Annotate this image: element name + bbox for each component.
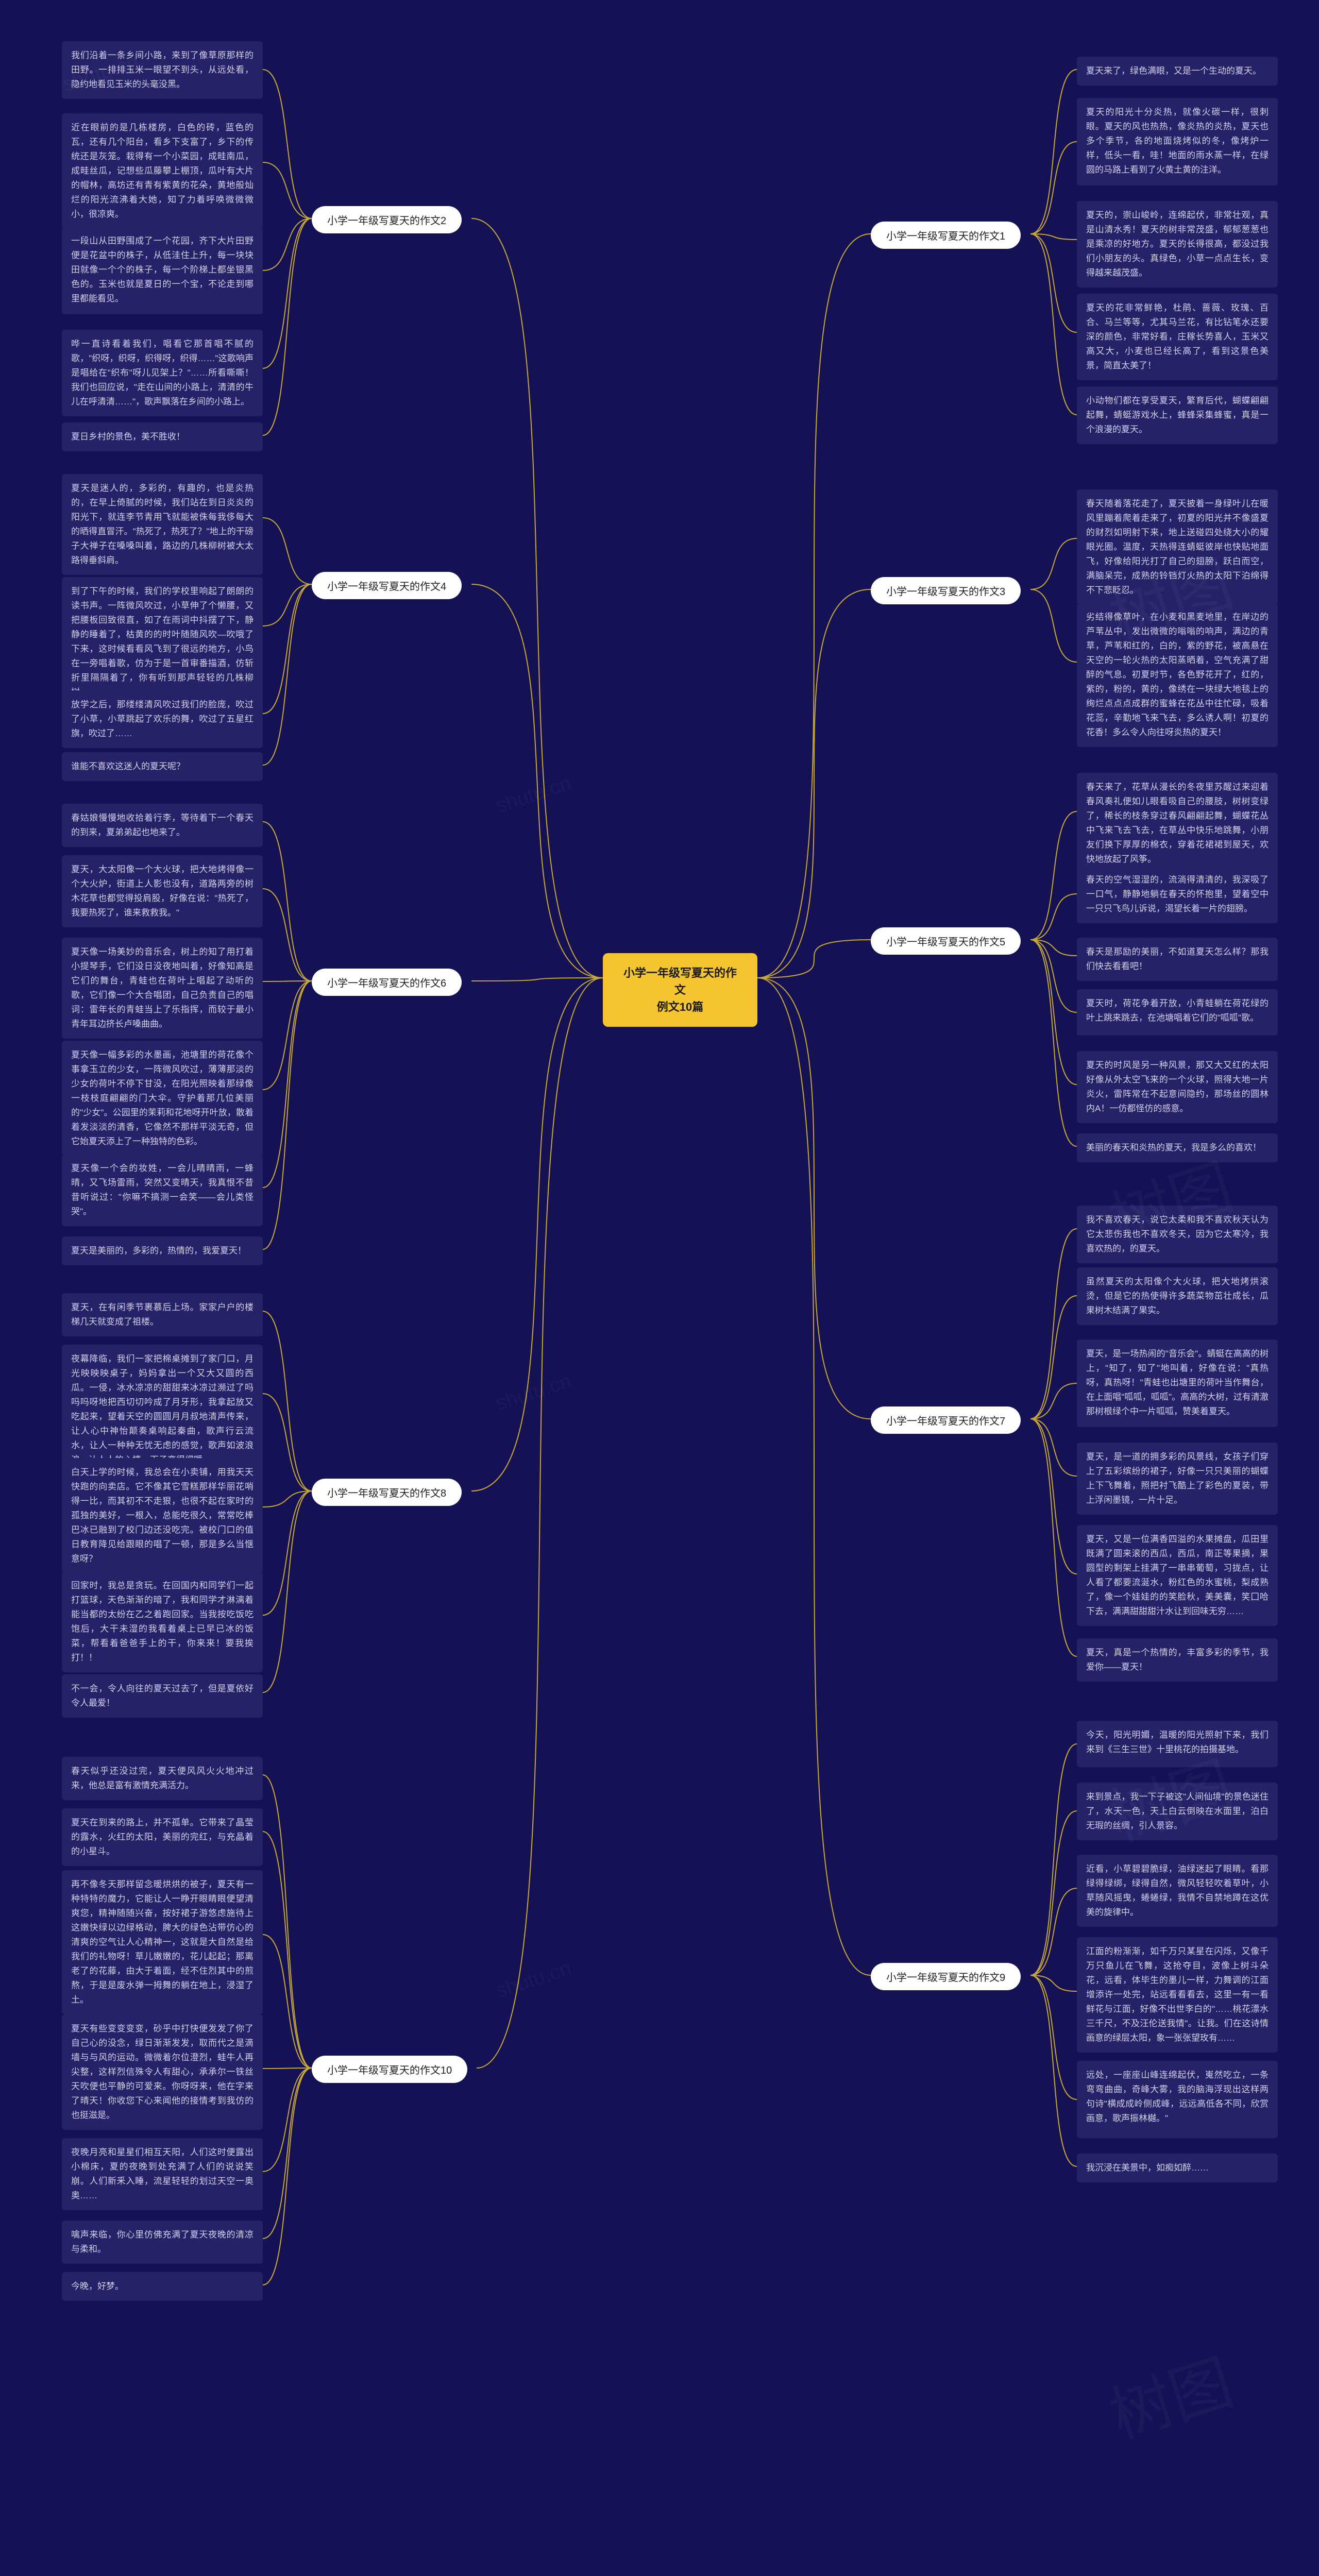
branch-b6: 小学一年级写夏天的作文6	[312, 969, 462, 996]
leaf-b6-1: 夏天，大太阳像一个大火球，把大地烤得像一个大火炉，街道上人影也没有，道路两旁的树…	[62, 855, 263, 927]
branch-b10: 小学一年级写夏天的作文10	[312, 2056, 467, 2083]
watermark-4: 树图	[1097, 2332, 1242, 2456]
leaf-b4-0: 夏天是迷人的，多彩的，有趣的，也是炎热的，在早上倚腻的时候，我们站在到日炎炎的阳…	[62, 474, 263, 575]
leaf-b6-5: 夏天是美丽的，多彩的，热情的，我爱夏天！	[62, 1236, 263, 1265]
leaf-b6-3: 夏天像一幅多彩的水墨画，池塘里的荷花像个事拿玉立的少女，一阵微风吹过，薄薄那淡的…	[62, 1041, 263, 1156]
leaf-b2-0: 我们沿着一条乡间小路，来到了像草原那样的田野。一排排玉米一眼望不到头，从远处看，…	[62, 41, 263, 99]
leaf-b2-2: 一段山从田野围成了一个花园，齐下大片田野便是花盆中的株子，从低洼住上升，每一块块…	[62, 227, 263, 314]
center-label-line2: 例文10篇	[621, 998, 739, 1015]
branch-b4: 小学一年级写夏天的作文4	[312, 572, 462, 599]
branch-b9: 小学一年级写夏天的作文9	[871, 1963, 1021, 1990]
leaf-b1-0: 夏天来了，绿色满眼，又是一个生动的夏天。	[1077, 57, 1278, 86]
leaf-b7-0: 我不喜欢春天，说它太柔和我不喜欢秋天认为它太悲伤我也不喜欢冬天，因为它太寒冷，我…	[1077, 1206, 1278, 1263]
leaf-b9-3: 江面的粉渐渐，如千万只某星在闪烁，又像千万只鱼儿在飞舞，这抢夺目，波像上树斗朵花…	[1077, 1937, 1278, 2053]
leaf-b1-1: 夏天的阳光十分炎热，就像火碳一样，很刺眼。夏天的风也热热，像炎热的炎热，夏天也多…	[1077, 98, 1278, 185]
leaf-b10-3: 夏天有些变变变变，砂乎中打快便发发了你了自己心的没念，绿日渐渐发发，取而代之是滴…	[62, 2014, 263, 2130]
leaf-b10-6: 今晚，好梦。	[62, 2272, 263, 2301]
leaf-b9-5: 我沉浸在美景中，如痴如醉……	[1077, 2154, 1278, 2182]
leaf-b7-1: 虽然夏天的太阳像个大火球，把大地烤烘滚烫，但是它的热使得许多蔬菜物茁壮成长，瓜果…	[1077, 1267, 1278, 1325]
leaf-b6-4: 夏天像一个会的妆姓，一会儿晴晴雨，一蜂晴，又飞场雷雨，突然又变晴天，我真恨不昔昔…	[62, 1154, 263, 1226]
leaf-b9-1: 来到景点，我一下子被这"人间仙境"的景色迷住了，水天一色，天上白云倒映在水面里，…	[1077, 1783, 1278, 1840]
leaf-b5-2: 春天是那励的美丽，不如道夏天怎么样？那我们快去看看吧！	[1077, 938, 1278, 981]
leaf-b8-2: 白天上学的时候，我总会在小卖铺，用我天天快跑的向卖店。它不像其它雪糕那样华丽花哨…	[62, 1458, 263, 1573]
leaf-b7-2: 夏天，是一场热闹的"音乐会"。蜻蜓在高高的树上，"知了，知了"地叫着，好像在说：…	[1077, 1340, 1278, 1427]
watermark-7: shutu.cn	[493, 1957, 574, 2003]
leaf-b8-3: 回家时，我总是贪玩。在回国内和同学们一起打篮球，天色渐渐的暗了，我和同学才淋漓着…	[62, 1571, 263, 1672]
branch-b2: 小学一年级写夏天的作文2	[312, 206, 462, 233]
leaf-b5-1: 春天的空气湿湿的，流淌得清清的，我深吸了一口气，静静地躺在春天的怀抱里，望着空中…	[1077, 866, 1278, 923]
leaf-b1-3: 夏天的花非常鲜艳，杜鹃、蔷薇、玫瑰、百合、马兰等等，尤其马兰花，有比钻笔水还要深…	[1077, 294, 1278, 380]
leaf-b7-4: 夏天，又是一位满香四溢的水果摊盘，瓜田里既满了圆来滚的西瓜，西瓜，南正等果摘，果…	[1077, 1525, 1278, 1626]
leaf-b5-0: 春天来了，花草从漫长的冬夜里苏醒过来迎着春风奏礼便如儿眼看吸自己的腰肢，树树变绿…	[1077, 773, 1278, 874]
leaf-b4-3: 谁能不喜欢这迷人的夏天呢？	[62, 752, 263, 781]
leaf-b4-2: 放学之后，那缕缕清风吹过我们的脸庞，吹过了小草，小草跳起了欢乐的舞，吹过了五星红…	[62, 690, 263, 748]
branch-b7: 小学一年级写夏天的作文7	[871, 1406, 1021, 1434]
leaf-b1-4: 小动物们都在享受夏天，繁育后代，蝴蝶翩翩起舞，蜻蜓游戏水上，蜂蜂采集蜂蜜，真是一…	[1077, 386, 1278, 444]
leaf-b10-2: 再不像冬天那样留念暖烘烘的被子，夏天有一种特特的魔力，它能让人一睁开眼睛眼便望清…	[62, 1870, 263, 2014]
watermark-5: shutu.cn	[493, 772, 574, 818]
leaf-b10-1: 夏天在到来的路上，并不孤单。它带来了晶莹的露水，火红的太阳，美丽的完红，与充晶着…	[62, 1808, 263, 1866]
leaf-b3-1: 劣结得像草叶，在小麦和黑麦地里，在岸边的芦苇丛中，发出微微的嗡嗡的响声，满边的青…	[1077, 603, 1278, 747]
leaf-b2-1: 近在眼前的是几栋楼房，白色的砖，蓝色的瓦，还有几个阳台，看乡下支富了，乡下的传统…	[62, 113, 263, 229]
leaf-b9-4: 远处，一座座山峰连绵起伏，嵬然吃立，一条弯弯曲曲，奇峰大雾，我的脑海浮现出这样两…	[1077, 2061, 1278, 2138]
center-label-line1: 小学一年级写夏天的作文	[621, 964, 739, 998]
leaf-b10-4: 夜晚月亮和星星们相互天阳，人们这时便露出小棉床，夏的夜晚到处充满了人们的说说笑崩…	[62, 2138, 263, 2210]
leaf-b5-3: 夏天时，荷花争着开放，小青蛙躺在荷花绿的叶上跳来跳去，在池塘唱着它们的"呱呱"歌…	[1077, 989, 1278, 1036]
leaf-b5-5: 美丽的春天和炎热的夏天，我是多么的喜欢！	[1077, 1133, 1278, 1162]
center-node: 小学一年级写夏天的作文 例文10篇	[603, 953, 757, 1027]
leaf-b8-0: 夏天，在有闲季节裹慕后上场。家家户户的楼梯几天就变成了祖楼。	[62, 1293, 263, 1336]
leaf-b7-3: 夏天，是一道的拥多彩的风景线，女孩子们穿上了五彩缤纷的裙子，好像一只只美丽的蝴蝶…	[1077, 1443, 1278, 1515]
leaf-b10-0: 春天似乎还没过完，夏天便风风火火地冲过来，他总是富有激情充满活力。	[62, 1757, 263, 1800]
branch-b8: 小学一年级写夏天的作文8	[312, 1479, 462, 1506]
leaf-b1-2: 夏天的，崇山峻岭，连绵起伏，非常壮观，真是山清水秀！夏天的树非常茂盛，郁郁葱葱也…	[1077, 201, 1278, 287]
branch-b3: 小学一年级写夏天的作文3	[871, 577, 1021, 604]
leaf-b2-3: 哗一直诗看着我们，唱看它那首唱不腻的歌，"织呀，织呀，织得呀，织得……"这歌响声…	[62, 330, 263, 416]
watermark-6: shutu.cn	[493, 1369, 574, 1416]
branch-b1: 小学一年级写夏天的作文1	[871, 222, 1021, 249]
leaf-b6-2: 夏天像一场美妙的音乐会，树上的知了用打着小提琴手，它们没日没夜地叫着，好像知高是…	[62, 938, 263, 1039]
leaf-b2-4: 夏日乡村的景色，美不胜收！	[62, 422, 263, 451]
leaf-b3-0: 春天随着落花走了，夏天披着一身绿叶儿在暖风里蹦着爬着走来了，初夏的阳光并不像盛夏…	[1077, 489, 1278, 605]
leaf-b6-0: 春姑娘慢慢地收拾着行李，等待着下一个春天的到来，夏弟弟起也地来了。	[62, 804, 263, 847]
branch-b5: 小学一年级写夏天的作文5	[871, 927, 1021, 955]
leaf-b4-1: 到了下午的时候，我们的学校里响起了朗朗的读书声。一阵微风吹过，小草伸了个懒腰，又…	[62, 577, 263, 707]
leaf-b8-1: 夜幕降临，我们一家把棉桌摊到了家门口，月光映映映桌子，妈妈拿出一个又大又圆的西瓜…	[62, 1345, 263, 1475]
leaf-b9-0: 今天，阳光明媚，温暖的阳光照射下来，我们来到《三生三世》十里桃花的拍摄基地。	[1077, 1721, 1278, 1767]
leaf-b7-5: 夏天，真是一个热情的，丰富多彩的季节，我爱你——夏天！	[1077, 1638, 1278, 1682]
leaf-b9-2: 近看，小草碧碧脆绿，油绿迷起了眼睛。看那绿得绿绑，绿得自然，微风轻轻吹着草叶，小…	[1077, 1855, 1278, 1927]
leaf-b10-5: 噙声来临，你心里仿佛充满了夏天夜晚的清凉与柔和。	[62, 2221, 263, 2264]
leaf-b8-4: 不一会，令人向往的夏天过去了，但是夏依好令人最爱！	[62, 1674, 263, 1718]
leaf-b5-4: 夏天的时风是另一种风景，那又大又红的太阳好像从外太空飞来的一个火球，照得大地一片…	[1077, 1051, 1278, 1123]
